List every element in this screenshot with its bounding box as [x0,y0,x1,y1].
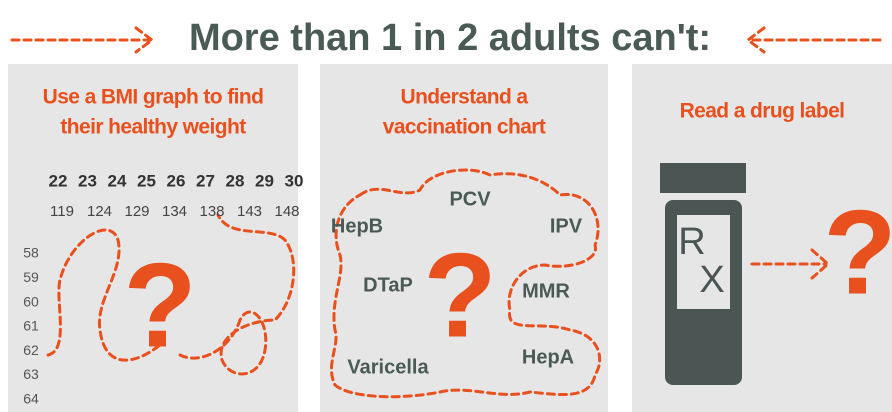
question-mark: ? [123,239,196,373]
vaccine-label: HepA [522,346,574,368]
panel-heading: Understand a [401,86,529,109]
height-value: 58 [23,245,39,261]
arrow [750,248,831,280]
rx-x: X [699,259,724,301]
bmi-value: 26 [167,171,186,190]
cloud [329,168,602,399]
bmi-value: 30 [285,171,304,190]
bottle-label [675,213,732,311]
vaccine-label: Varicella [347,356,429,378]
panel [320,64,608,412]
question-mark: ? [823,186,892,320]
height-value: 63 [23,366,39,382]
bmi-value: 23 [78,171,97,190]
title: More than 1 in 2 adults can't: [189,17,711,59]
rx-r: R [678,221,705,263]
bmi-value: 27 [196,171,215,190]
bmi-value: 25 [137,171,156,190]
panel-heading: vaccination chart [383,116,546,139]
weight-value: 129 [124,203,149,220]
squiggle [46,213,296,376]
bottle-cap [660,163,746,193]
height-value: 62 [23,342,39,358]
height-value: 64 [23,391,39,407]
height-value: 60 [23,293,39,309]
vaccine-label: DTaP [363,274,413,296]
panel-heading: Read a drug label [680,100,845,123]
panel [8,64,298,412]
height-value: 61 [23,318,39,334]
vaccine-label: HepB [331,215,383,237]
weight-value: 148 [274,203,299,220]
weight-value: 124 [87,203,112,220]
arrow-left [10,26,155,54]
weight-value: 138 [199,203,224,220]
bmi-value: 22 [49,171,68,190]
vaccine-label: IPV [550,215,583,237]
panel-heading: their healthy weight [60,116,246,139]
bmi-value: 24 [108,171,127,190]
weight-value: 119 [50,203,74,220]
question-mark: ? [423,229,496,363]
arrow-right [745,26,882,54]
weight-value: 143 [237,203,262,220]
bmi-value: 28 [226,171,245,190]
bmi-value: 29 [255,171,274,190]
weight-value: 134 [162,203,187,220]
height-value: 59 [23,269,39,285]
vaccine-label: PCV [449,188,491,210]
vaccine-label: MMR [522,280,570,302]
panel-heading: Use a BMI graph to find [43,86,264,109]
